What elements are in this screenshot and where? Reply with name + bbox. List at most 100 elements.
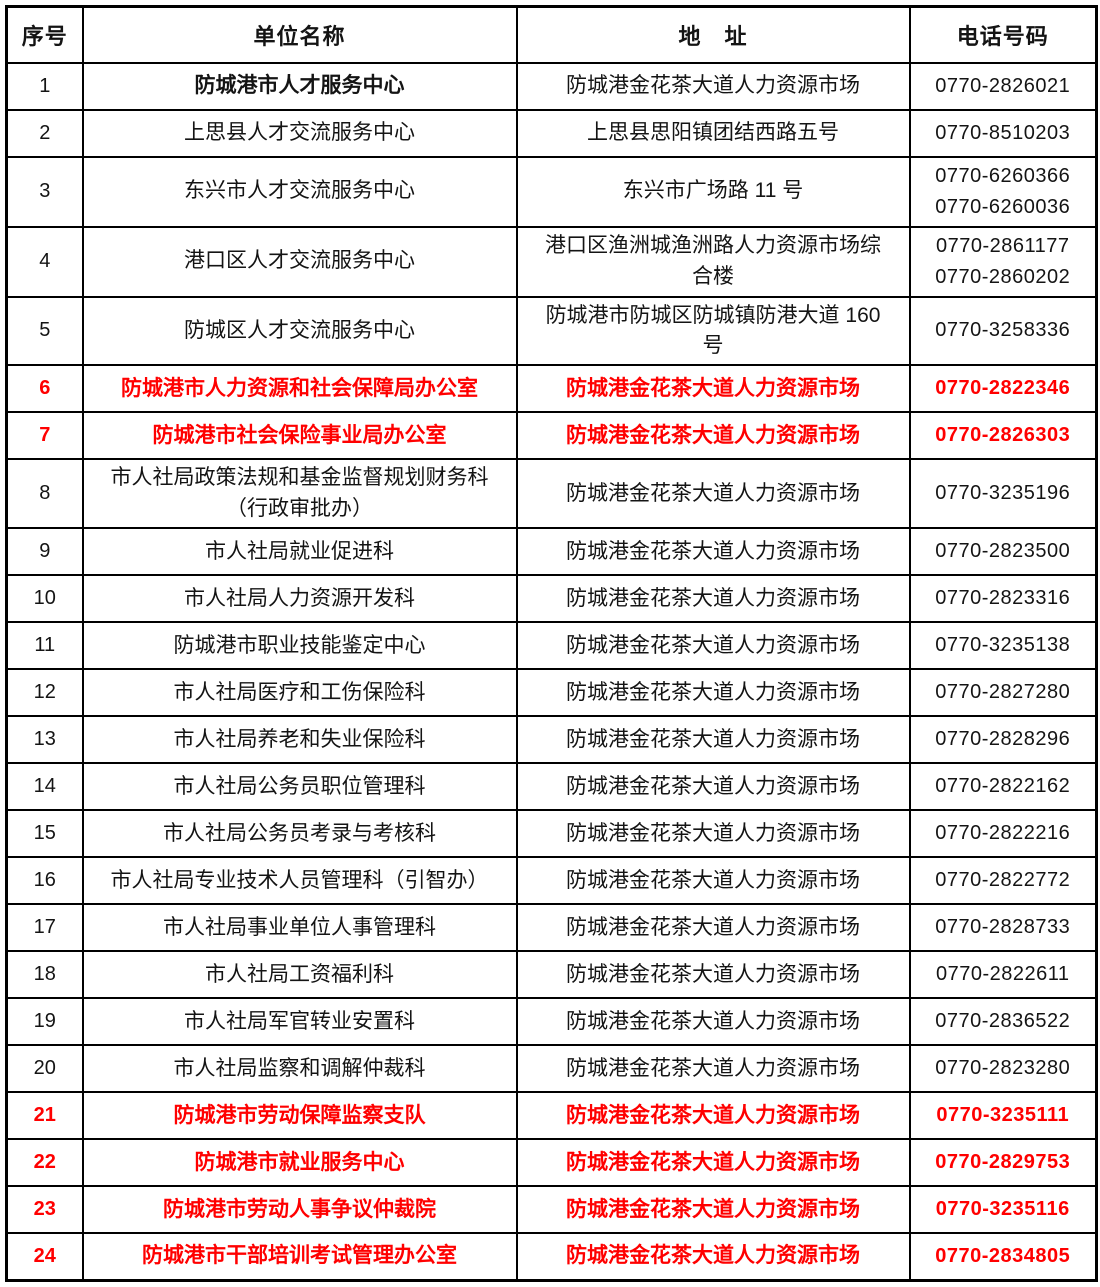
address-cell: 防城港金花茶大道人力资源市场 [515, 574, 911, 624]
table-row: 16 市人社局专业技术人员管理科（引智办） 防城港金花茶大道人力资源市场 0770-2… [5, 856, 1098, 906]
phone-number: 0770-6260036 [935, 195, 1071, 218]
serial-number-cell: 5 [5, 295, 84, 367]
col-header-unit-name: 单位名称 [81, 5, 518, 64]
phone-number: 0770-2822162 [935, 775, 1071, 798]
table-row: 15 市人社局公务员考录与考核科 防城港金花茶大道人力资源市场 0770-282221… [5, 809, 1098, 859]
phone-number: 0770-3235196 [935, 482, 1071, 505]
table-row: 23 防城港市劳动人事争议仲裁院 防城港金花茶大道人力资源市场 0770-323511… [5, 1185, 1098, 1235]
phone-cell: 0770-6260366 0770-6260036 [908, 155, 1098, 228]
serial-number-cell: 11 [5, 621, 84, 671]
unit-name-cell: 市人社局工资福利科 [81, 950, 518, 1000]
serial-number-cell: 13 [5, 715, 84, 765]
phone-number: 0770-3235138 [935, 634, 1071, 657]
unit-name-cell: 港口区人才交流服务中心 [81, 225, 518, 298]
serial-number-cell: 21 [5, 1091, 84, 1141]
unit-name-cell: 市人社局养老和失业保险科 [81, 715, 518, 765]
address-cell: 防城港金花茶大道人力资源市场 [515, 364, 911, 414]
phone-cell: 0770-3235138 [908, 621, 1098, 671]
address-cell: 防城港金花茶大道人力资源市场 [515, 715, 911, 765]
phone-number: 0770-3235111 [936, 1104, 1070, 1127]
phone-cell: 0770-2829753 [908, 1138, 1098, 1188]
phone-cell: 0770-2828733 [908, 903, 1098, 953]
serial-number-cell: 16 [5, 856, 84, 906]
col-header-phone-number: 电话号码 [908, 5, 1098, 64]
phone-cell: 0770-2828296 [908, 715, 1098, 765]
table-row: 7 防城港市社会保险事业局办公室 防城港金花茶大道人力资源市场 0770-282630… [5, 411, 1098, 461]
table-row: 24 防城港市干部培训考试管理办公室 防城港金花茶大道人力资源市场 0770-2834… [5, 1232, 1098, 1282]
table-row: 17 市人社局事业单位人事管理科 防城港金花茶大道人力资源市场 0770-282873… [5, 903, 1098, 953]
address-cell: 防城港金花茶大道人力资源市场 [515, 1044, 911, 1094]
unit-name-cell: 防城区人才交流服务中心 [81, 295, 518, 367]
serial-number-cell: 12 [5, 668, 84, 718]
phone-number: 0770-2823316 [935, 587, 1071, 610]
phone-cell: 0770-2823280 [908, 1044, 1098, 1094]
table-row: 19 市人社局军官转业安置科 防城港金花茶大道人力资源市场 0770-2836522 [5, 997, 1098, 1047]
serial-number-cell: 17 [5, 903, 84, 953]
table-row: 14 市人社局公务员职位管理科 防城港金花茶大道人力资源市场 0770-2822162 [5, 762, 1098, 812]
serial-number-cell: 18 [5, 950, 84, 1000]
phone-number: 0770-2828296 [935, 728, 1071, 751]
serial-number-cell: 1 [5, 61, 84, 111]
table-row: 13 市人社局养老和失业保险科 防城港金花茶大道人力资源市场 0770-2828296 [5, 715, 1098, 765]
serial-number-cell: 2 [5, 108, 84, 158]
unit-name-cell: 市人社局政策法规和基金监督规划财务科 （行政审批办） [81, 458, 518, 530]
unit-name-cell: 市人社局监察和调解仲裁科 [81, 1044, 518, 1094]
serial-number-cell: 10 [5, 574, 84, 624]
phone-number: 0770-2826303 [935, 424, 1071, 447]
address-cell: 防城港金花茶大道人力资源市场 [515, 621, 911, 671]
phone-number: 0770-2860202 [935, 265, 1071, 288]
address-cell: 防城港金花茶大道人力资源市场 [515, 997, 911, 1047]
unit-name-cell: 市人社局事业单位人事管理科 [81, 903, 518, 953]
unit-name-cell: 防城港市人力资源和社会保障局办公室 [81, 364, 518, 414]
table-row: 21 防城港市劳动保障监察支队 防城港金花茶大道人力资源市场 0770-3235111 [5, 1091, 1098, 1141]
table-row: 11 防城港市职业技能鉴定中心 防城港金花茶大道人力资源市场 0770-3235138 [5, 621, 1098, 671]
phone-number: 0770-2822216 [935, 822, 1071, 845]
table-row: 5 防城区人才交流服务中心 防城港市防城区防城镇防港大道 160 号 0770-325… [5, 295, 1098, 367]
unit-name-cell: 防城港市就业服务中心 [81, 1138, 518, 1188]
table-row: 3 东兴市人才交流服务中心 东兴市广场路 11 号 0770-6260366 0770-… [5, 155, 1098, 228]
phone-cell: 0770-2861177 0770-2860202 [908, 225, 1098, 298]
table-row: 12 市人社局医疗和工伤保险科 防城港金花茶大道人力资源市场 0770-2827280 [5, 668, 1098, 718]
serial-number-cell: 4 [5, 225, 84, 298]
table-row: 2 上思县人才交流服务中心 上思县思阳镇团结西路五号 0770-8510203 [5, 108, 1098, 158]
phone-cell: 0770-3235196 [908, 458, 1098, 530]
address-cell: 防城港市防城区防城镇防港大道 160 号 [515, 295, 911, 367]
unit-name-cell: 市人社局就业促进科 [81, 527, 518, 577]
serial-number-cell: 20 [5, 1044, 84, 1094]
phone-cell: 0770-2822772 [908, 856, 1098, 906]
unit-name-cell: 市人社局医疗和工伤保险科 [81, 668, 518, 718]
phone-cell: 0770-2823316 [908, 574, 1098, 624]
address-cell: 防城港金花茶大道人力资源市场 [515, 1232, 911, 1282]
address-cell: 防城港金花茶大道人力资源市场 [515, 1138, 911, 1188]
table-row: 6 防城港市人力资源和社会保障局办公室 防城港金花茶大道人力资源市场 0770-282… [5, 364, 1098, 414]
address-cell: 防城港金花茶大道人力资源市场 [515, 527, 911, 577]
address-cell: 防城港金花茶大道人力资源市场 [515, 668, 911, 718]
phone-number: 0770-2822346 [935, 377, 1071, 400]
phone-number: 0770-2822772 [935, 869, 1071, 892]
unit-name-cell: 市人社局军官转业安置科 [81, 997, 518, 1047]
address-cell: 防城港金花茶大道人力资源市场 [515, 458, 911, 530]
serial-number-cell: 24 [5, 1232, 84, 1282]
unit-name-cell: 防城港市干部培训考试管理办公室 [81, 1232, 518, 1282]
phone-number: 0770-2829753 [935, 1151, 1071, 1174]
phone-cell: 0770-3235111 [908, 1091, 1098, 1141]
unit-name-cell: 防城港市职业技能鉴定中心 [81, 621, 518, 671]
unit-name-cell: 市人社局公务员职位管理科 [81, 762, 518, 812]
unit-name-cell: 东兴市人才交流服务中心 [81, 155, 518, 228]
phone-number: 0770-2822611 [935, 963, 1070, 986]
address-cell: 东兴市广场路 11 号 [515, 155, 911, 228]
table-row: 10 市人社局人力资源开发科 防城港金花茶大道人力资源市场 0770-2823316 [5, 574, 1098, 624]
phone-number: 0770-2836522 [935, 1010, 1071, 1033]
phone-cell: 0770-2826303 [908, 411, 1098, 461]
phone-number: 0770-2826021 [935, 74, 1071, 97]
unit-name-cell: 市人社局人力资源开发科 [81, 574, 518, 624]
serial-number-cell: 7 [5, 411, 84, 461]
address-cell: 港口区渔洲城渔洲路人力资源市场综 合楼 [515, 225, 911, 298]
phone-cell: 0770-2836522 [908, 997, 1098, 1047]
address-cell: 防城港金花茶大道人力资源市场 [515, 61, 911, 111]
phone-number: 0770-2828733 [935, 916, 1071, 939]
phone-cell: 0770-2826021 [908, 61, 1098, 111]
phone-cell: 0770-3258336 [908, 295, 1098, 367]
phone-number: 0770-2834805 [935, 1245, 1071, 1267]
